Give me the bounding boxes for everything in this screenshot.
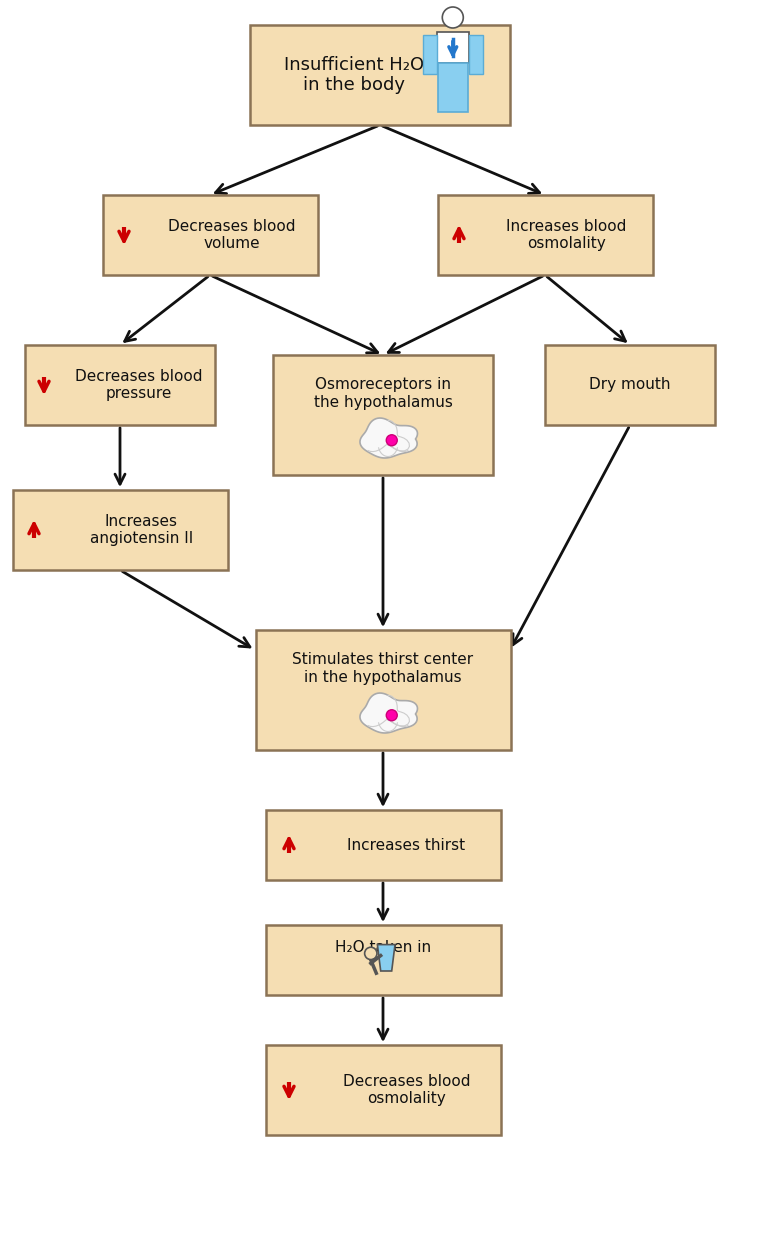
FancyBboxPatch shape — [545, 345, 715, 425]
FancyBboxPatch shape — [469, 35, 483, 73]
FancyBboxPatch shape — [423, 35, 437, 73]
Text: H₂O taken in: H₂O taken in — [335, 940, 431, 955]
Text: Stimulates thirst center
in the hypothalamus: Stimulates thirst center in the hypothal… — [293, 652, 473, 685]
FancyBboxPatch shape — [265, 925, 501, 995]
FancyBboxPatch shape — [273, 355, 493, 476]
FancyBboxPatch shape — [265, 810, 501, 880]
Text: Increases
angiotensin II: Increases angiotensin II — [90, 514, 193, 547]
Circle shape — [386, 710, 397, 721]
Polygon shape — [360, 693, 417, 733]
Polygon shape — [378, 945, 395, 971]
Text: Decreases blood
volume: Decreases blood volume — [168, 219, 295, 251]
Text: Increases thirst: Increases thirst — [347, 838, 466, 853]
FancyBboxPatch shape — [12, 491, 227, 570]
FancyBboxPatch shape — [103, 195, 318, 275]
FancyBboxPatch shape — [250, 25, 510, 125]
Text: Osmoreceptors in
the hypothalamus: Osmoreceptors in the hypothalamus — [314, 377, 452, 410]
Polygon shape — [360, 418, 417, 458]
FancyBboxPatch shape — [438, 63, 467, 112]
Text: Dry mouth: Dry mouth — [589, 377, 671, 392]
Text: Increases blood
osmolality: Increases blood osmolality — [506, 219, 627, 251]
Text: Decreases blood
pressure: Decreases blood pressure — [75, 369, 203, 401]
Circle shape — [365, 947, 377, 960]
FancyBboxPatch shape — [437, 31, 469, 63]
Text: Insufficient H₂O
in the body: Insufficient H₂O in the body — [284, 56, 424, 95]
FancyBboxPatch shape — [255, 630, 511, 749]
FancyBboxPatch shape — [265, 1045, 501, 1135]
Circle shape — [386, 435, 397, 446]
FancyBboxPatch shape — [438, 195, 653, 275]
Text: Decreases blood
osmolality: Decreases blood osmolality — [343, 1073, 470, 1107]
FancyBboxPatch shape — [25, 345, 215, 425]
Circle shape — [442, 7, 464, 27]
